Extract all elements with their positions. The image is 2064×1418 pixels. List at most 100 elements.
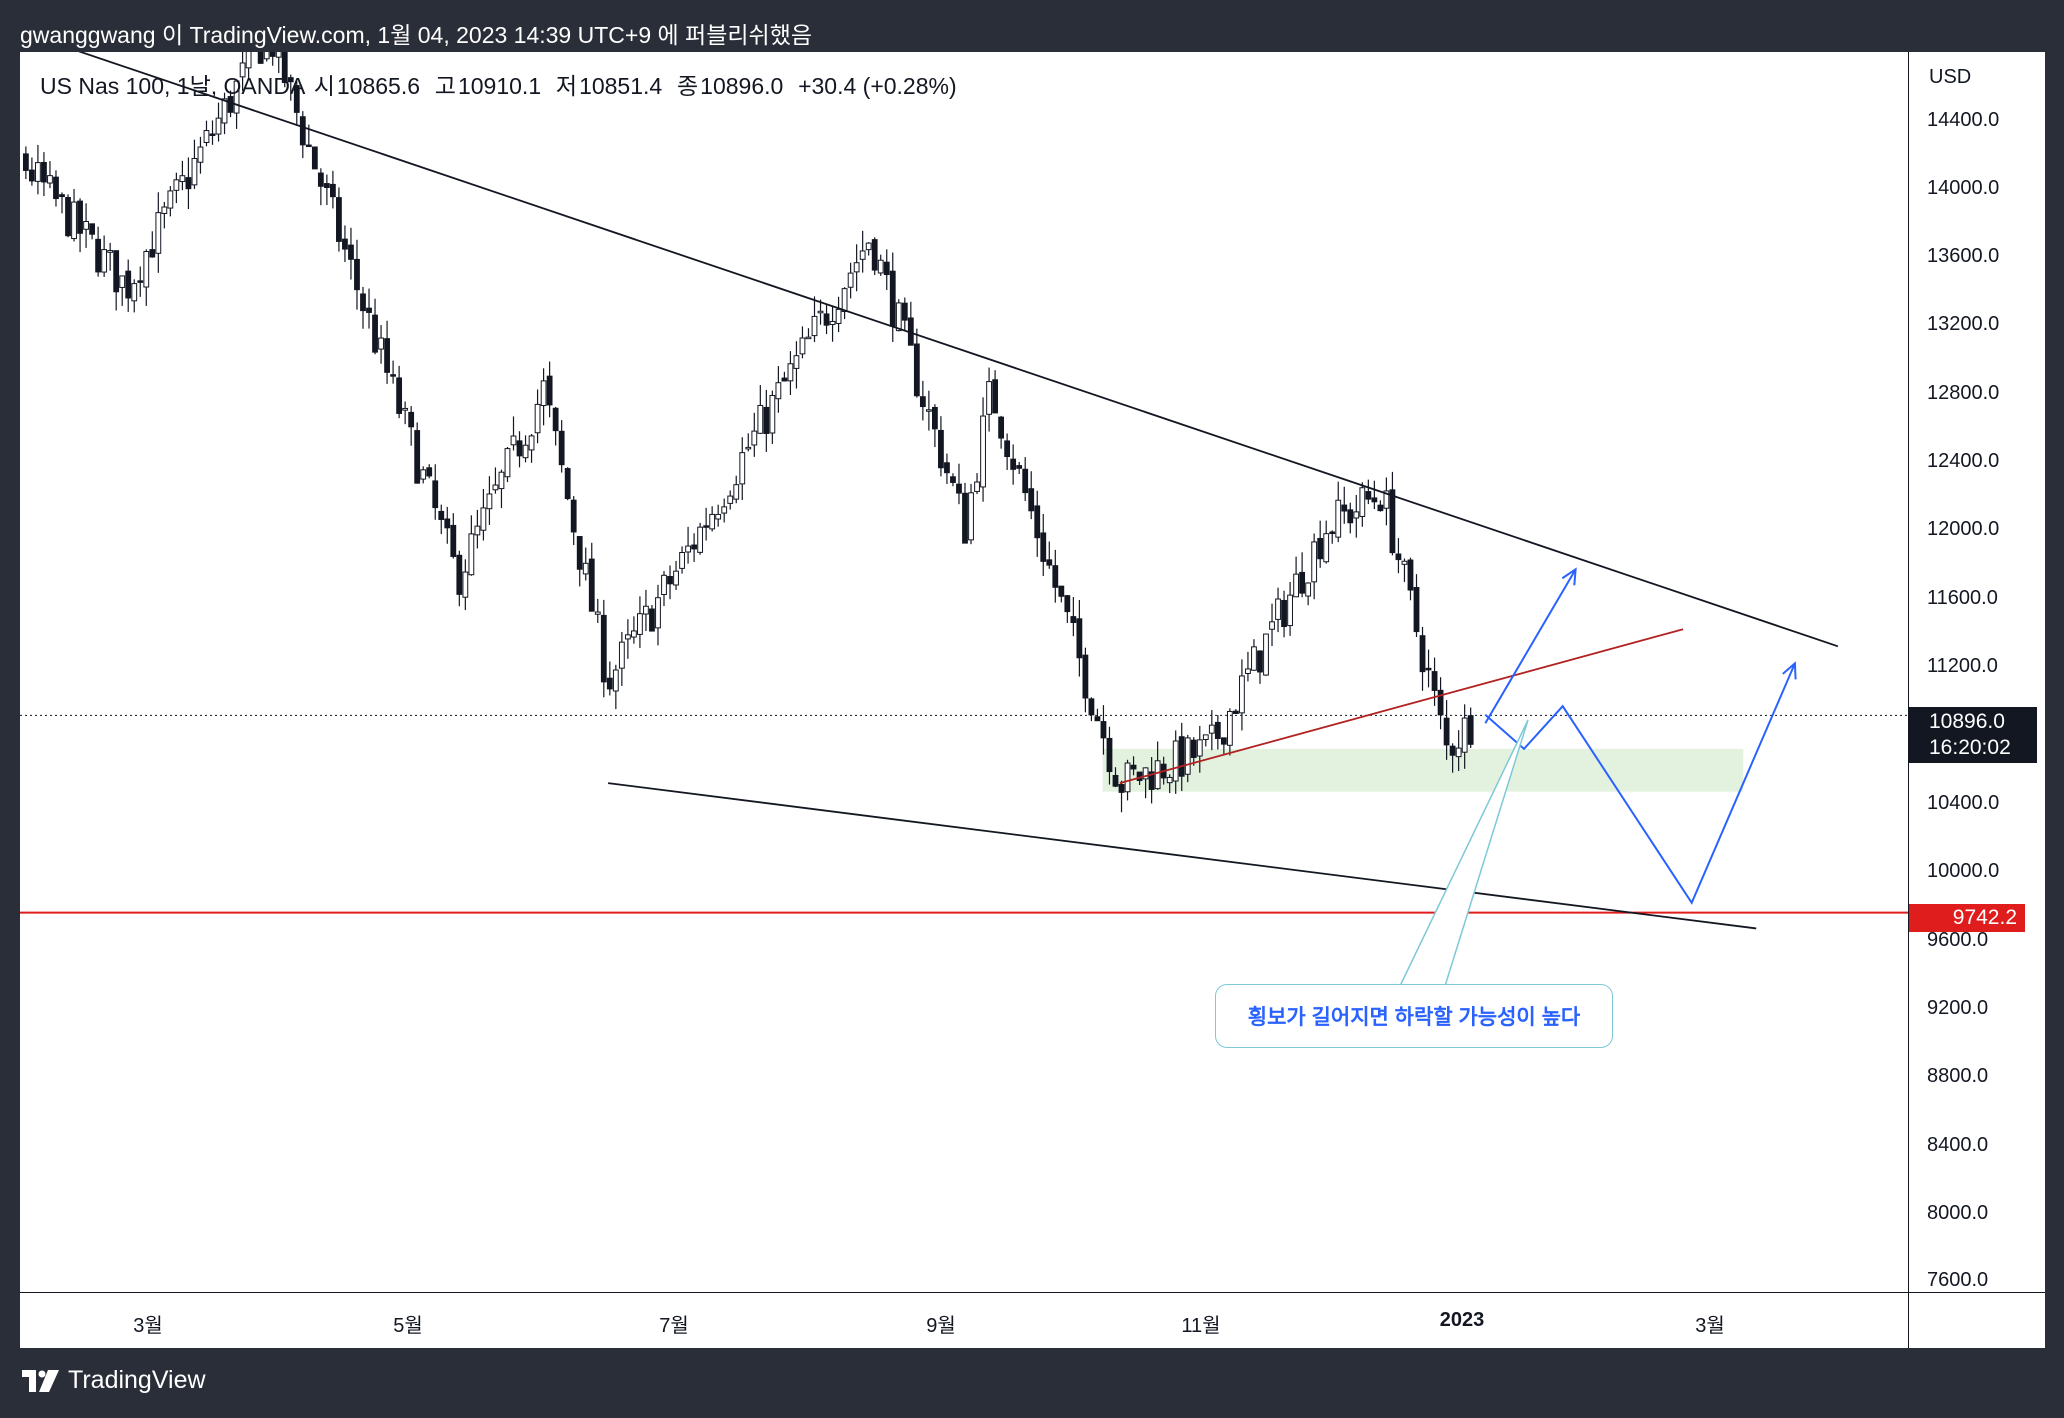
candle-body [402,407,409,411]
price-tick: 13600.0 [1927,245,2000,267]
candle-body [612,669,619,692]
candle-body [366,307,372,313]
candle-body [606,677,613,690]
candle-body [986,381,992,415]
candle-body [901,302,908,321]
candle-body [1401,560,1408,565]
candle-body [962,492,968,544]
time-axis[interactable]: 3월 5월 7월 9월 11월 2023 3월 [20,1292,1908,1349]
candle-body [378,337,384,350]
candle-body [944,462,950,474]
candle-body [673,570,679,586]
candle-body [1443,717,1450,746]
candle-body [763,406,770,434]
price-tick: 10400.0 [1927,792,2000,814]
candle-body [1130,764,1137,770]
candle-body [197,146,204,163]
candle-body [119,275,126,288]
candle-body [167,190,174,209]
candle-body [372,314,378,353]
candle-body [661,574,667,595]
candle-body [655,597,661,629]
candle-body [203,130,210,143]
candle-body [757,404,764,434]
candle-body [1323,533,1330,563]
symbol-legend[interactable]: US Nas 100, 1날, OANDA 시10865.6 고10910.1 … [40,72,959,100]
candle-body [703,525,710,528]
candle-body [269,52,276,57]
candle-body [631,630,637,638]
candle-body [540,380,547,407]
candle-countdown: 16:20:02 [1929,736,2011,759]
price-tick: 10000.0 [1927,860,2000,882]
candle-body [149,249,156,258]
time-tick: 3월 [133,1315,163,1337]
candle-body [793,355,800,369]
candle-body [1299,571,1306,594]
axis-currency: USD [1929,66,1972,88]
candle-body [1106,737,1113,773]
chart-plot[interactable] [20,52,1908,1292]
bullish-projection [1484,568,1577,724]
rising-support-line [1119,628,1684,784]
candle-body [432,480,439,509]
high-label: 고 [434,73,456,99]
publish-info: gwanggwang 이 TradingView.com, 1월 04, 202… [20,22,813,48]
candle-body [450,524,457,557]
candle-body [233,80,240,114]
candle-body [679,552,685,569]
candle-body [877,259,884,274]
candle-body [1178,736,1185,777]
price-tick: 7600.0 [1927,1269,1989,1291]
candle-body [516,440,523,457]
candle-body [1269,621,1275,630]
candle-body [1040,532,1047,562]
candle-body [1413,587,1420,633]
candle-body [1112,774,1119,787]
candle-body [215,117,222,135]
candle-body [667,576,673,585]
candle-body [1257,650,1263,673]
price-tick: 12000.0 [1927,518,2000,540]
candle-body [829,320,836,325]
candle-body [787,363,794,382]
candle-body [968,492,974,541]
candle-body [41,161,47,183]
candle-body [185,177,192,190]
candle-body [715,513,722,520]
candle-body [456,554,463,595]
candle-body [727,495,734,504]
candle-body [257,52,264,64]
candle-body [113,250,120,293]
price-axis[interactable]: USD 14400.0 14000.0 13600.0 13200.0 1280… [1908,52,2045,1292]
candle-body [245,52,252,69]
price-tick: 9600.0 [1927,929,1989,951]
chart-frame[interactable]: US Nas 100, 1날, OANDA 시10865.6 고10910.1 … [20,52,2045,1349]
candle-body [1214,721,1221,739]
tradingview-logo[interactable]: TradingView [22,1366,206,1395]
candle-body [1148,771,1155,790]
candle-body [528,435,535,451]
price-tick: 11200.0 [1927,655,1998,677]
candle-body [504,448,511,478]
candle-body [1172,740,1179,782]
candle-body [161,206,168,214]
candle-body [227,96,234,113]
candle-body [781,377,788,382]
candle-body [420,469,427,480]
candle-body [1449,745,1456,756]
low-label: 저 [555,73,578,99]
symbol-name[interactable]: US Nas 100, 1날, OANDA [40,73,306,99]
price-tick: 12800.0 [1927,382,2000,404]
annotation-callout[interactable]: 횡보가 길어지면 하락할 가능성이 높다 [1215,984,1613,1048]
candle-body [534,403,541,434]
candle-body [998,416,1005,439]
candle-body [1455,747,1462,758]
candle-body [1082,654,1089,699]
candle-body [1335,499,1342,538]
candle-body [1034,505,1041,539]
candle-body [847,272,854,288]
candle-body [1166,776,1173,784]
candle-body [1190,739,1197,758]
candle-body [799,337,806,355]
